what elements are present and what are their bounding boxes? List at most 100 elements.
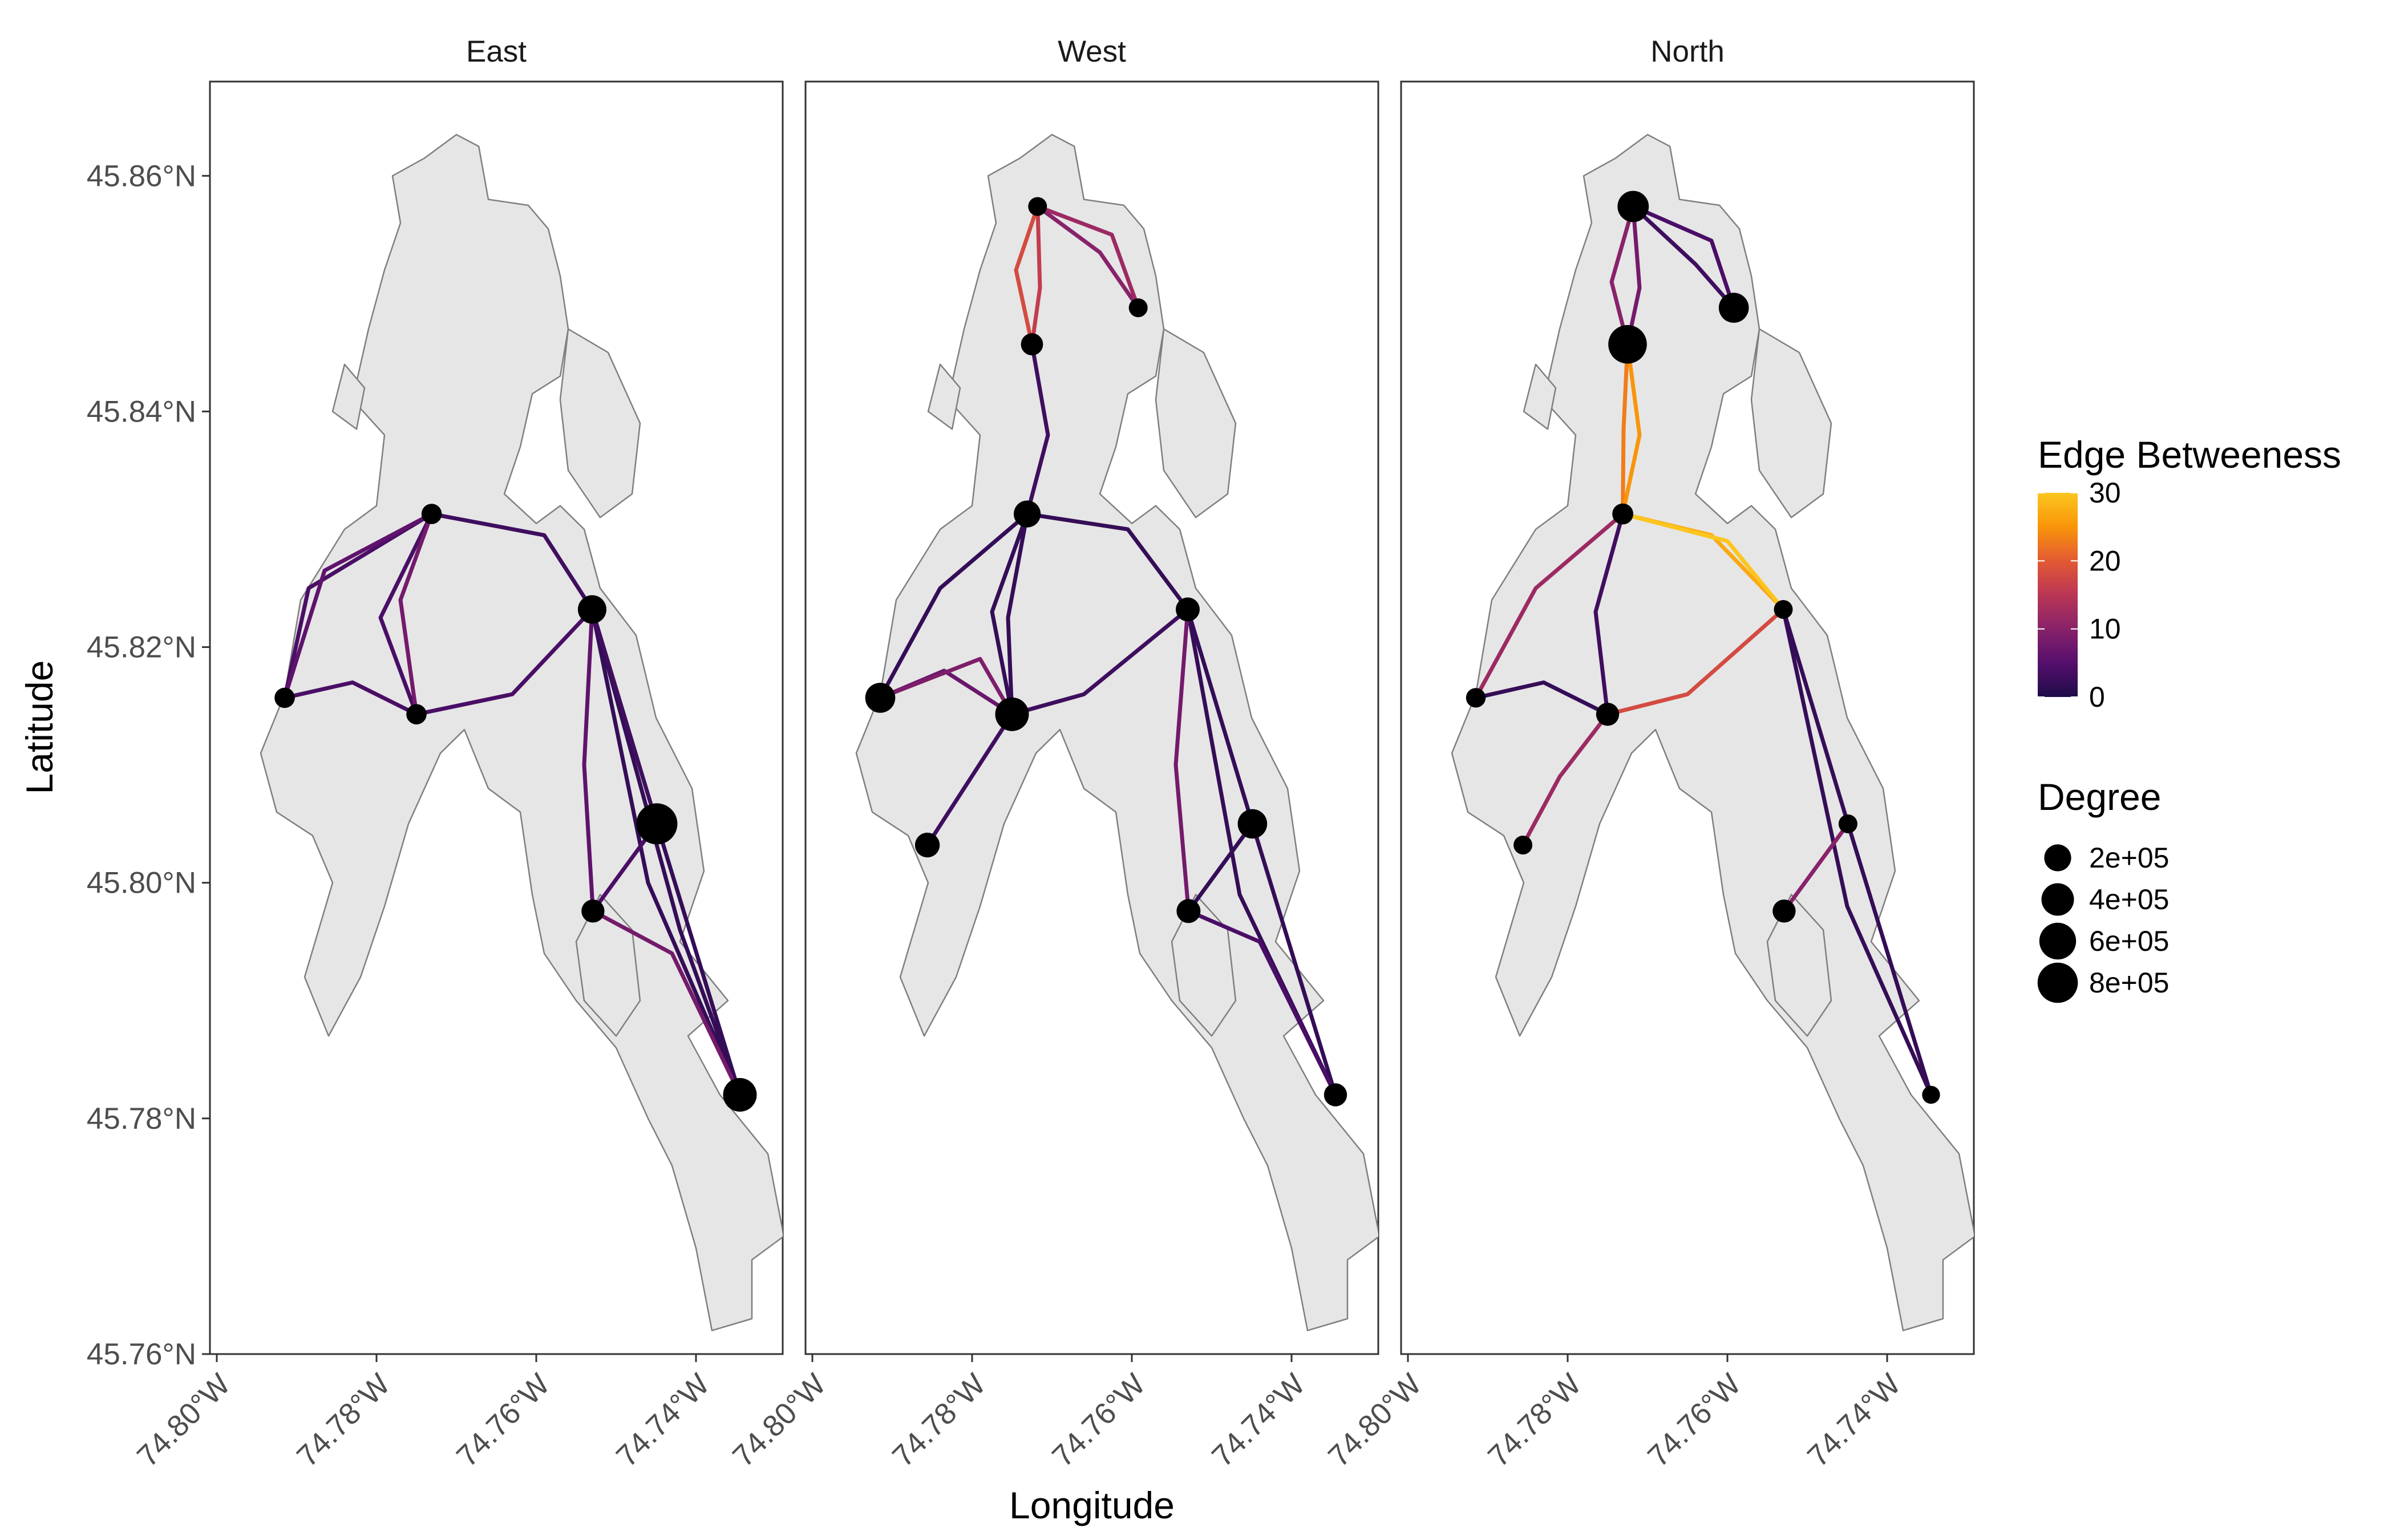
node-A [1617, 191, 1649, 222]
y-tick-label: 45.80°N [87, 866, 196, 900]
panel-title-west: West [1058, 35, 1126, 68]
edge-F-D [282, 512, 434, 700]
y-tick-label: 45.82°N [87, 631, 196, 664]
y-tick-label: 45.76°N [87, 1338, 196, 1371]
node-I [1513, 836, 1533, 855]
node-F [865, 683, 896, 713]
edge-C-D [1025, 342, 1050, 516]
degree-legend-label: 8e+05 [2089, 967, 2169, 999]
x-tick-label: 74.74°W [1205, 1367, 1312, 1473]
node-E [1176, 597, 1200, 622]
x-tick-label: 74.78°W [886, 1367, 992, 1473]
node-C [1021, 333, 1043, 356]
node-C [1608, 325, 1647, 364]
edge-E-K [590, 607, 742, 1097]
edge-D-G [990, 512, 1030, 716]
edge-J-K [590, 909, 742, 1097]
degree-legend-keys: 2e+05 4e+05 6e+05 8e+05 [2037, 842, 2169, 1003]
colorbar-label: 20 [2089, 545, 2121, 577]
edge-D-F [1474, 512, 1625, 700]
edge-D-F [878, 512, 1030, 700]
node-H [1237, 809, 1268, 839]
node-B [1718, 293, 1749, 323]
edge-A-C [1609, 204, 1636, 347]
edge-H-K [1845, 821, 1933, 1097]
edge-D-E [1621, 512, 1786, 611]
edge-G-E [1605, 607, 1786, 716]
x-axis-title: Longitude [1009, 1484, 1175, 1526]
colorbar-label: 30 [2089, 477, 2121, 509]
land-polygon-1 [1155, 328, 1237, 518]
degree-legend-key [2037, 962, 2078, 1003]
edge-G-I [925, 712, 1014, 848]
x-tick-label: 74.74°W [610, 1367, 716, 1473]
y-tick-label: 45.86°N [87, 159, 196, 193]
x-tick-label: 74.76°W [1046, 1367, 1152, 1473]
edge-F-G [878, 656, 1014, 716]
node-D [1612, 503, 1634, 525]
node-F [1466, 688, 1486, 708]
node-I [914, 832, 940, 858]
node-G [1596, 703, 1620, 726]
land-polygon-1 [1750, 328, 1832, 518]
colorbar-label: 10 [2089, 613, 2121, 645]
edge-H-J [1782, 821, 1850, 913]
x-tick-label: 74.80°W [131, 1367, 237, 1473]
edge-G-D [378, 512, 434, 716]
edge-colorbar-breaks: 0 10 20 30 [2038, 477, 2121, 713]
edge-J-K [1186, 909, 1338, 1097]
panel-north: North 74.80°W 74.78°W 74.76°W 74.74°W [1322, 35, 1975, 1473]
node-J [581, 899, 605, 923]
degree-legend-label: 2e+05 [2089, 842, 2169, 874]
land-polygon-3 [1523, 363, 1557, 430]
edge-H-K [1250, 821, 1338, 1097]
edge-A-B [1035, 204, 1140, 310]
edge-D-E [1025, 512, 1190, 611]
node-J [1772, 899, 1796, 923]
facet-panels: East 74.80°W 74.78°W 74.76°W 74.74°W West 74.8… [87, 35, 1975, 1473]
node-K [723, 1078, 757, 1112]
degree-legend: Degree 2e+05 4e+05 6e+05 8e+05 [2037, 776, 2169, 1003]
panel-west: West 74.80°W 74.78°W 74.76°W 74.74°W [726, 35, 1379, 1473]
land-polygon-2 [1766, 894, 1832, 1037]
node-K [1922, 1085, 1940, 1104]
land-polygon-0 [1451, 133, 1974, 1331]
edge-D-G [1593, 512, 1625, 716]
land-polygon-3 [927, 363, 961, 430]
node-E [1774, 600, 1793, 619]
edge-F-D [282, 512, 434, 700]
node-G [406, 704, 427, 725]
edge-E-K [590, 607, 742, 1097]
edge-A-B [1631, 204, 1736, 310]
edge-D-G [1006, 512, 1030, 716]
node-F [274, 687, 295, 708]
node-B [1128, 298, 1148, 318]
node-A [1028, 197, 1047, 216]
node-G [995, 697, 1029, 731]
land-polygon-1 [559, 328, 641, 518]
y-tick-label: 45.84°N [87, 395, 196, 428]
edge-E-H [1781, 607, 1850, 826]
edge-E-K [1781, 607, 1933, 1097]
edge-E-J [1173, 607, 1191, 913]
edge-F-G [282, 680, 419, 716]
land-polygon-0 [855, 133, 1378, 1331]
edge-H-K [654, 821, 742, 1097]
x-tick-label: 74.78°W [1482, 1367, 1588, 1473]
edge-C-D [1621, 342, 1642, 516]
edge-G-I [1521, 712, 1610, 848]
node-D [421, 504, 442, 524]
degree-legend-label: 6e+05 [2089, 925, 2169, 957]
panel-plot-area-west [855, 133, 1378, 1331]
edge-G-D [398, 512, 434, 716]
edge-A-C [1030, 204, 1042, 347]
edge-betweenness-legend: Edge Betweeness 0 10 20 30 [2038, 433, 2341, 713]
edge-E-H [590, 607, 659, 826]
edge-G-E [414, 607, 594, 716]
edge-C-D [1621, 342, 1630, 516]
degree-legend-title: Degree [2038, 776, 2161, 818]
panel-title-east: East [466, 35, 527, 68]
panel-plot-area-north [1451, 133, 1974, 1331]
node-J [1176, 899, 1201, 923]
